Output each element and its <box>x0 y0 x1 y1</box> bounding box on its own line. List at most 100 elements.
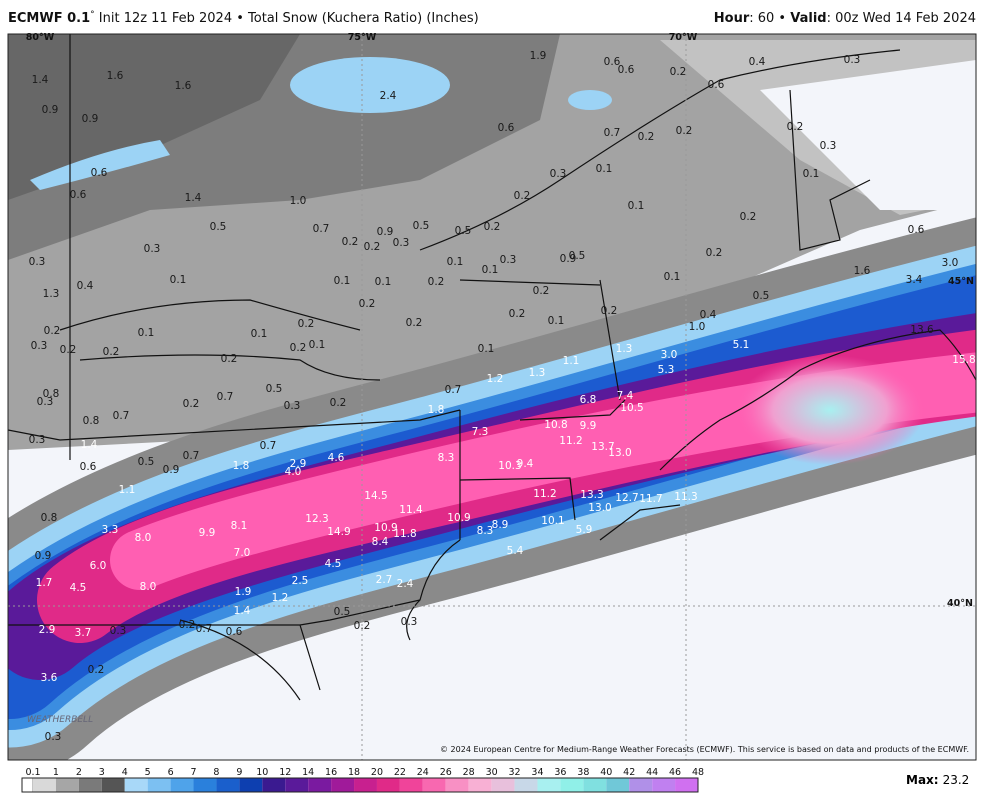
snow-label: 0.8 <box>83 415 100 427</box>
legend-tick-label: 2 <box>76 767 82 778</box>
snow-label: 0.2 <box>364 241 381 253</box>
snow-label: 11.3 <box>674 491 697 503</box>
snow-label: 0.4 <box>749 56 766 68</box>
snow-label: 14.9 <box>327 526 350 538</box>
snow-label: 2.9 <box>39 624 56 636</box>
snow-label: 2.5 <box>292 575 309 587</box>
snow-label: 0.2 <box>88 664 105 676</box>
snow-label: 10.9 <box>447 512 470 524</box>
snow-label: 0.2 <box>342 236 359 248</box>
legend-swatch <box>491 778 515 792</box>
legend-tick-label: 36 <box>554 767 566 778</box>
legend-tick-label: 3 <box>99 767 105 778</box>
legend-swatch <box>216 778 240 792</box>
graticule-label: 70°W <box>669 32 698 43</box>
snow-label: 0.9 <box>377 226 394 238</box>
snow-label: 0.6 <box>70 189 87 201</box>
snow-label: 0.3 <box>45 731 62 743</box>
snow-label: 0.1 <box>170 274 187 286</box>
snow-label: 0.8 <box>41 512 58 524</box>
legend-tick-label: 44 <box>646 767 658 778</box>
legend-tick-label: 26 <box>440 767 452 778</box>
snow-label: 0.1 <box>478 343 495 355</box>
snow-label: 5.9 <box>576 524 593 536</box>
snow-label: 0.5 <box>413 220 430 232</box>
snow-label: 10.1 <box>541 515 564 527</box>
snow-label: 4.5 <box>325 558 342 570</box>
snow-label: 6.0 <box>90 560 107 572</box>
snow-label: 1.3 <box>616 343 633 355</box>
snow-label: 13.6 <box>910 324 934 336</box>
legend-tick-label: 5 <box>145 767 151 778</box>
legend-tick-label: 6 <box>168 767 174 778</box>
snow-label: 0.5 <box>569 250 586 262</box>
snow-label: 8.1 <box>231 520 248 532</box>
snow-label: 1.7 <box>36 577 53 589</box>
header-left: ECMWF 0.1° Init 12z 11 Feb 2024 • Total … <box>8 10 479 26</box>
legend-tick-label: 14 <box>302 767 314 778</box>
snow-label: 0.3 <box>401 616 418 628</box>
legend-frame <box>21 777 699 793</box>
legend-swatch <box>422 778 446 792</box>
legend-tick-label: 46 <box>669 767 681 778</box>
legend-swatch <box>21 777 34 793</box>
snow-label: 0.7 <box>217 391 234 403</box>
snow-label: 9.9 <box>199 527 216 539</box>
snow-label: 2.4 <box>397 578 414 590</box>
snow-label: 11.7 <box>639 493 662 505</box>
snow-label: 0.2 <box>601 305 618 317</box>
legend-tick-label: 0.1 <box>25 767 40 778</box>
legend-swatch <box>78 778 102 792</box>
snow-label: 3.6 <box>41 672 58 684</box>
snow-label: 0.1 <box>375 276 392 288</box>
legend-swatch <box>124 778 148 792</box>
legend-swatch <box>445 778 469 792</box>
snow-label: 0.6 <box>604 56 621 68</box>
snow-label: 0.3 <box>284 400 301 412</box>
snow-label: 0.7 <box>183 450 200 462</box>
snow-label: 0.2 <box>183 398 200 410</box>
snow-label: 9.4 <box>517 458 534 470</box>
legend-tick-label: 1 <box>53 767 59 778</box>
snow-label: 0.2 <box>44 325 61 337</box>
snow-label: 0.2 <box>514 190 531 202</box>
max: Max: 23.2 <box>906 773 969 787</box>
snow-label: 0.6 <box>908 224 925 236</box>
snow-label: 13.3 <box>580 489 603 501</box>
legend-swatch <box>468 778 492 792</box>
snow-label: 0.6 <box>708 79 725 91</box>
snow-label: 1.4 <box>185 192 202 204</box>
map-labels: 80°W 75°W 70°W45°N40°N1.4 1.61.62.41.9 0.60.… <box>26 32 976 743</box>
snow-label: 11.2 <box>533 488 556 500</box>
snow-label: 0.3 <box>29 434 46 446</box>
snow-label: 0.9 <box>560 253 577 265</box>
snow-label: 1.8 <box>428 404 445 416</box>
legend-tick-label: 38 <box>577 767 589 778</box>
snow-label: 0.1 <box>447 256 464 268</box>
snow-label: 0.9 <box>42 104 59 116</box>
snow-label: 0.3 <box>144 243 161 255</box>
snow-label: 0.6 <box>498 122 515 134</box>
legend-tick-label: 30 <box>486 767 498 778</box>
snow-label: 0.1 <box>251 328 268 340</box>
model: ECMWF 0.1 <box>8 11 90 26</box>
snow-label: 8.3 <box>477 525 494 537</box>
legend-tick-label: 4 <box>122 767 128 778</box>
snow-label: 12.3 <box>305 513 328 525</box>
legend-swatch <box>583 778 607 792</box>
header-right: Hour: 60 • Valid: 00z Wed 14 Feb 2024 <box>714 11 976 26</box>
snow-label: 13.7 <box>591 441 614 453</box>
legend-swatch <box>170 778 194 792</box>
snow-label: 1.2 <box>272 592 289 604</box>
legend-swatch <box>331 778 355 792</box>
valid-label: Valid <box>790 11 826 26</box>
legend-tick-label: 7 <box>190 767 196 778</box>
legend-tick-label: 48 <box>692 767 704 778</box>
snow-label: 0.7 <box>113 410 130 422</box>
snow-label: 0.5 <box>753 290 770 302</box>
snow-label: 0.3 <box>31 340 48 352</box>
snow-label: 0.6 <box>91 167 108 179</box>
snow-label: 0.7 <box>313 223 330 235</box>
legend-swatch <box>629 778 653 792</box>
